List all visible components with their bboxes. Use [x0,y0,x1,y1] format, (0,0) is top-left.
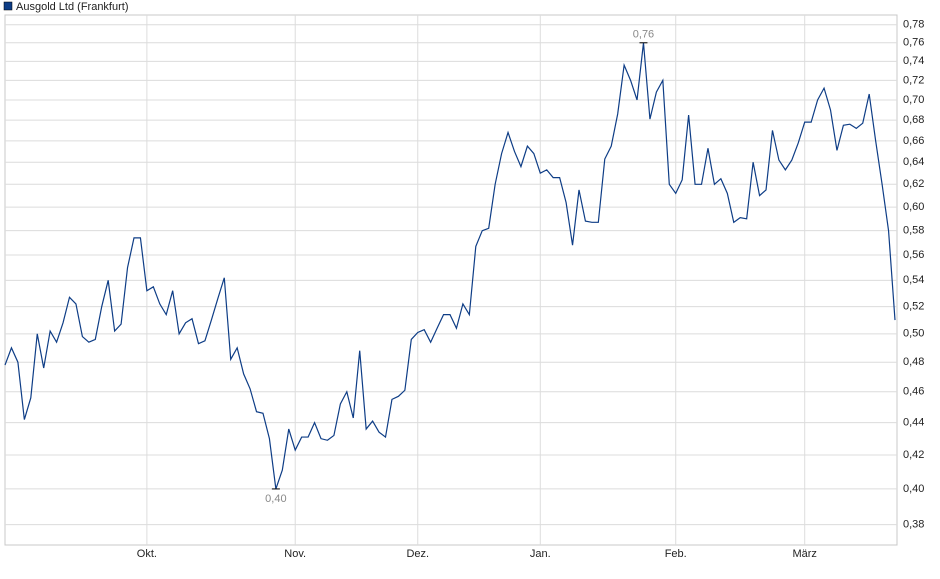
y-tick-label: 0,50 [903,328,924,340]
x-tick-label: März [792,548,816,560]
y-tick-label: 0,68 [903,114,924,126]
x-tick-label: Jan. [530,548,551,560]
y-tick-label: 0,74 [903,55,924,67]
x-tick-label: Feb. [665,548,687,560]
legend-label: Ausgold Ltd (Frankfurt) [16,1,129,13]
legend-swatch [3,1,13,11]
y-tick-label: 0,58 [903,225,924,237]
y-tick-label: 0,52 [903,300,924,312]
x-tick-label: Okt. [137,548,157,560]
value-label: 0,40 [265,493,286,505]
y-tick-label: 0,76 [903,37,924,49]
y-tick-label: 0,60 [903,201,924,213]
y-tick-label: 0,44 [903,417,924,429]
y-tick-label: 0,78 [903,19,924,31]
y-tick-label: 0,56 [903,249,924,261]
y-tick-label: 0,40 [903,483,924,495]
y-tick-label: 0,62 [903,178,924,190]
y-tick-label: 0,72 [903,74,924,86]
value-label: 0,76 [633,29,654,41]
x-tick-label: Nov. [284,548,306,560]
x-tick-label: Dez. [406,548,429,560]
line [4,42,896,490]
y-tick-label: 0,70 [903,94,924,106]
y-tick-label: 0,38 [903,518,924,530]
y-tick-label: 0,64 [903,156,924,168]
y-tick-label: 0,66 [903,135,924,147]
y-tick-label: 0,48 [903,356,924,368]
y-tick-label: 0,54 [903,274,924,286]
y-tick-label: 0,46 [903,386,924,398]
y-tick-label: 0,42 [903,449,924,461]
